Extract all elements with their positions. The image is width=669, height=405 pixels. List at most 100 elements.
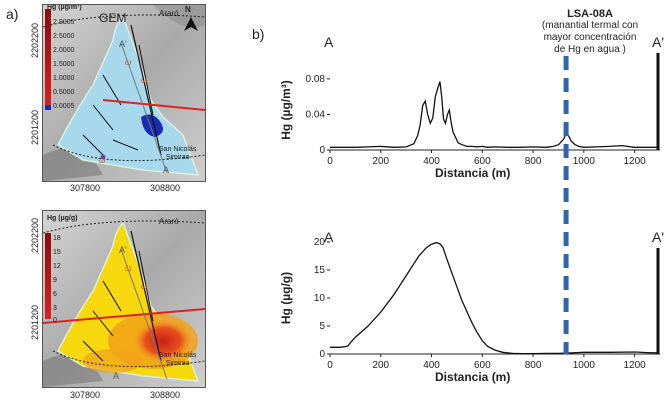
legend-label: 1.5000 bbox=[53, 61, 75, 68]
fault-line bbox=[92, 104, 114, 131]
annotation: LSA-08A (manantial termal con mayor conc… bbox=[520, 8, 660, 56]
map-bottom-x-tick-2: 308800 bbox=[150, 390, 181, 400]
fault-line bbox=[82, 134, 104, 156]
fault-line bbox=[82, 340, 104, 362]
annotation-line: mayor concentración bbox=[543, 32, 637, 43]
x-tick-label: 800 bbox=[525, 156, 542, 167]
north-label: N bbox=[185, 5, 191, 14]
place-label-top: Araró bbox=[159, 9, 179, 18]
red-structure bbox=[43, 308, 205, 324]
annotation-line: de Hg en agua ) bbox=[554, 44, 626, 55]
map-top-x-tick-2: 308800 bbox=[150, 183, 181, 193]
legend-label: 2.0000 bbox=[53, 47, 75, 54]
series-line bbox=[330, 241, 658, 355]
x-tick-label: 1200 bbox=[623, 156, 646, 167]
annotation-line: (manantial termal con bbox=[541, 20, 639, 31]
panel-label-b: b) bbox=[252, 26, 265, 42]
legend-color-bar bbox=[45, 9, 51, 109]
section-start-label: A bbox=[163, 165, 170, 175]
boundary bbox=[43, 220, 205, 234]
x-tick-label: 1000 bbox=[573, 156, 596, 167]
legend-label: 0 bbox=[53, 317, 57, 324]
fault-line bbox=[102, 280, 122, 312]
map-top-frame: ω ω ω Hg (µg/m³) 2.9005 2.5000 2.0000 1.… bbox=[42, 4, 206, 182]
map-top: 2202200 2201200 307800 308800 bbox=[0, 0, 220, 200]
fault-line bbox=[102, 74, 122, 106]
y-tick-label: 0 bbox=[319, 145, 325, 156]
section-line bbox=[120, 42, 168, 174]
legend-label: 0.0005 bbox=[53, 103, 75, 110]
hg-point bbox=[100, 154, 106, 160]
x-tick-label: 1200 bbox=[623, 360, 646, 371]
section-end-label: A' bbox=[119, 245, 127, 255]
fault-line bbox=[138, 250, 154, 322]
legend-low-swatch bbox=[45, 105, 51, 110]
map-top-svg: ω ω ω bbox=[43, 5, 205, 181]
y-tick-label: 10 bbox=[314, 293, 326, 304]
x-axis-label: Distancia (m) bbox=[435, 166, 510, 180]
legend-title: Hg (µg/g) bbox=[47, 215, 78, 222]
place-label-bottom: San Nicolás Simirao bbox=[159, 352, 197, 367]
panel-label-a: a) bbox=[6, 6, 19, 22]
y-axis-label: Hg (µg/g) bbox=[279, 272, 293, 324]
section-end-label-a: A bbox=[324, 229, 334, 245]
y-tick-label: 0.08 bbox=[306, 74, 326, 85]
y-tick-label: 20 bbox=[314, 237, 326, 248]
fault-line bbox=[112, 139, 139, 151]
sample-symbol: ω bbox=[141, 282, 147, 291]
legend-label: 2.5000 bbox=[53, 33, 75, 40]
section-line bbox=[120, 248, 168, 380]
x-tick-label: 600 bbox=[474, 156, 491, 167]
series-line bbox=[330, 81, 658, 148]
legend-label: 12 bbox=[53, 263, 61, 270]
place-label-bottom: San Nicolás Simirao bbox=[159, 146, 197, 161]
north-arrow-icon bbox=[184, 17, 198, 31]
boundary bbox=[52, 144, 205, 162]
legend-color-bar bbox=[45, 233, 51, 319]
study-area-gem bbox=[57, 15, 200, 176]
legend-label: 18 bbox=[53, 235, 61, 242]
y-tick-label: 0.04 bbox=[306, 109, 326, 120]
legend-label: 9 bbox=[53, 277, 57, 284]
y-tick-label: 15 bbox=[314, 265, 326, 276]
legend-label: 6 bbox=[53, 291, 57, 298]
x-tick-label: 600 bbox=[474, 360, 491, 371]
map-top-x-tick-1: 307800 bbox=[70, 183, 101, 193]
annotation-title: LSA-08A bbox=[567, 8, 613, 20]
x-tick-label: 200 bbox=[372, 360, 389, 371]
boundary bbox=[43, 14, 205, 28]
fault-line bbox=[130, 24, 162, 156]
red-structure bbox=[102, 99, 205, 111]
x-tick-label: 1000 bbox=[573, 360, 596, 371]
fault-line bbox=[138, 44, 154, 116]
legend-label: 2.9005 bbox=[53, 19, 75, 26]
fault-line bbox=[92, 310, 114, 337]
legend-title: Hg (µg/m³) bbox=[47, 4, 82, 11]
y-tick-label: 0 bbox=[319, 349, 325, 360]
x-tick-label: 0 bbox=[327, 360, 333, 371]
map-bottom-x-tick-1: 307800 bbox=[70, 390, 101, 400]
map-bottom-frame: ω ω Hg (µg/g) 18 15 12 9 6 3 0 Araró A' … bbox=[42, 210, 206, 388]
map-bottom: 2202200 2201200 307800 308800 bbox=[0, 200, 220, 405]
x-tick-label: 400 bbox=[423, 156, 440, 167]
section-end-label-a-prime: A' bbox=[652, 34, 664, 50]
map-title: GEM bbox=[99, 11, 127, 25]
x-tick-label: 0 bbox=[327, 156, 333, 167]
section-end-label-a-prime: A' bbox=[652, 229, 664, 245]
x-axis-label: Distancia (m) bbox=[435, 370, 510, 384]
section-end-label-a: A bbox=[324, 34, 334, 50]
x-tick-label: 400 bbox=[423, 360, 440, 371]
place-label-top: Araró bbox=[159, 217, 179, 226]
y-axis-label: Hg (µg/m³) bbox=[279, 80, 293, 140]
y-tick-label: 5 bbox=[319, 321, 325, 332]
legend-label: 3 bbox=[53, 305, 57, 312]
legend-label: 0.5000 bbox=[53, 89, 75, 96]
sample-symbol: ω bbox=[141, 76, 147, 85]
fault-line bbox=[130, 230, 162, 362]
hg-red-zone bbox=[133, 319, 193, 363]
x-tick-label: 200 bbox=[372, 156, 389, 167]
map-bottom-svg: ω ω bbox=[43, 211, 205, 387]
legend-label: 15 bbox=[53, 249, 61, 256]
hg-high-zone bbox=[141, 114, 163, 137]
